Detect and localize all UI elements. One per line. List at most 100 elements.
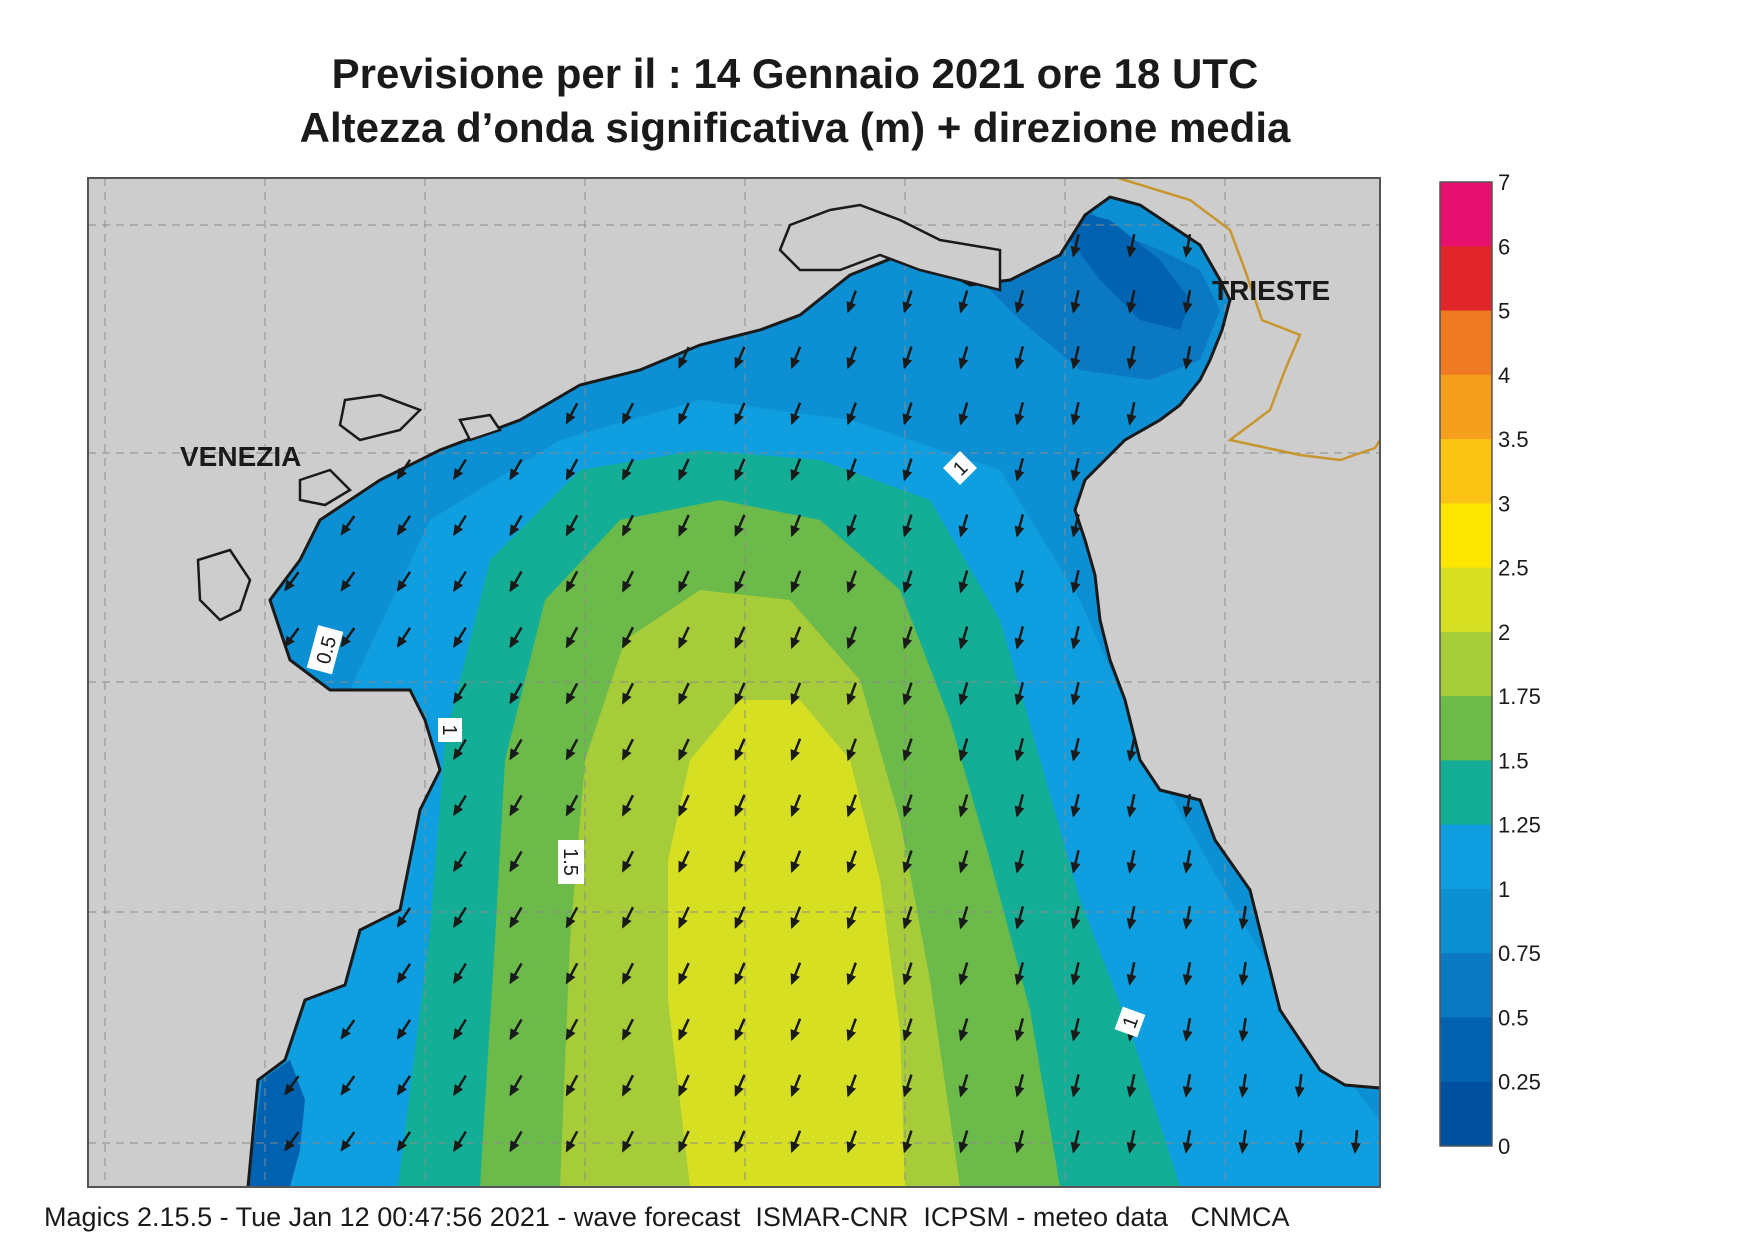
- direction-arrow: [790, 850, 802, 874]
- direction-arrow: [846, 962, 857, 986]
- direction-arrow: [1070, 626, 1081, 650]
- direction-arrow: [509, 1018, 523, 1041]
- colorbar-tick-label: 0.5: [1498, 1005, 1529, 1030]
- direction-arrow: [1014, 850, 1025, 874]
- direction-arrow: [453, 626, 467, 649]
- direction-arrow: [678, 962, 690, 985]
- direction-arrow: [846, 402, 857, 426]
- direction-arrow: [509, 850, 523, 873]
- direction-arrow: [1182, 961, 1193, 986]
- direction-arrow: [621, 962, 635, 985]
- footer-credits: Magics 2.15.5 - Tue Jan 12 00:47:56 2021…: [44, 1202, 1290, 1232]
- direction-arrow: [902, 850, 913, 874]
- direction-arrow: [958, 346, 969, 370]
- direction-arrow: [565, 1130, 579, 1153]
- direction-arrow: [565, 1074, 579, 1097]
- direction-arrow: [1014, 402, 1025, 426]
- direction-arrow: [1070, 1130, 1081, 1154]
- direction-arrow: [396, 627, 412, 648]
- direction-arrow: [902, 962, 913, 986]
- colorbar-tick-label: 1.75: [1498, 684, 1541, 709]
- direction-arrow: [1182, 1017, 1193, 1042]
- colorbar-swatch: [1440, 953, 1492, 1018]
- direction-arrow: [1238, 905, 1249, 930]
- direction-arrow: [509, 906, 523, 929]
- direction-arrow: [1014, 458, 1025, 482]
- direction-arrow: [340, 571, 356, 592]
- direction-arrow: [1126, 961, 1137, 986]
- direction-arrow: [902, 906, 913, 930]
- direction-arrow: [621, 626, 635, 649]
- direction-arrow: [790, 514, 802, 538]
- direction-arrow: [902, 346, 913, 370]
- direction-arrow: [1182, 905, 1193, 930]
- direction-arrow: [621, 794, 635, 817]
- colorbar-swatch: [1440, 503, 1492, 569]
- contour-label: 1: [438, 718, 462, 742]
- direction-arrow: [846, 1130, 857, 1154]
- direction-arrow: [1126, 849, 1137, 874]
- direction-arrow: [902, 1018, 913, 1042]
- colorbar-tick-label: 1: [1498, 877, 1510, 902]
- direction-arrow: [453, 1018, 467, 1041]
- direction-arrow: [1182, 1129, 1193, 1154]
- direction-arrow: [453, 458, 467, 481]
- direction-arrow: [958, 962, 969, 986]
- direction-arrow: [621, 906, 635, 929]
- direction-arrow: [734, 1130, 746, 1153]
- direction-arrow: [509, 570, 523, 593]
- direction-arrow: [1126, 289, 1137, 314]
- direction-arrow: [284, 627, 300, 648]
- direction-arrow: [678, 1018, 690, 1041]
- direction-arrow: [396, 1075, 412, 1096]
- direction-arrow: [1014, 290, 1025, 314]
- direction-arrow: [846, 850, 857, 874]
- direction-arrow: [565, 514, 579, 537]
- direction-arrow: [509, 1074, 523, 1097]
- direction-arrow: [846, 682, 857, 706]
- direction-arrow: [1070, 906, 1081, 930]
- direction-arrow: [678, 570, 690, 593]
- direction-arrow: [565, 962, 579, 985]
- direction-arrow: [902, 1130, 913, 1154]
- direction-arrow: [958, 682, 969, 706]
- colorbar-swatch: [1440, 696, 1492, 761]
- direction-arrow: [1014, 570, 1025, 594]
- colorbar-swatch: [1440, 1081, 1492, 1147]
- direction-arrow: [958, 514, 969, 538]
- direction-arrow: [902, 1074, 913, 1098]
- colorbar: 7 6 5 4 3.5 3 2.5 2 1.75 1.5 1.25 1 0.75 0.5 0.25 0: [1439, 170, 1541, 1159]
- direction-arrow: [734, 682, 746, 705]
- direction-arrow: [565, 570, 579, 593]
- direction-arrow: [396, 459, 412, 480]
- direction-arrow: [1070, 234, 1081, 258]
- direction-arrow: [790, 906, 802, 930]
- direction-arrow: [1126, 345, 1137, 370]
- direction-arrow: [1070, 1018, 1081, 1042]
- direction-arrow: [678, 626, 690, 649]
- colorbar-tick-label: 2.5: [1498, 556, 1529, 581]
- direction-arrow: [902, 738, 913, 762]
- colorbar-tick-label: 7: [1498, 170, 1510, 195]
- direction-arrow: [1182, 233, 1193, 258]
- direction-arrow: [1070, 682, 1081, 706]
- forecast-title: Previsione per il : 14 Gennaio 2021 ore …: [331, 50, 1259, 97]
- direction-arrow: [396, 571, 412, 592]
- direction-arrow: [734, 738, 746, 761]
- direction-arrow: [1070, 346, 1081, 370]
- direction-arrow: [453, 1074, 467, 1097]
- direction-arrow: [621, 1018, 635, 1041]
- colorbar-tick-label: 3.5: [1498, 427, 1529, 452]
- colorbar-swatch: [1440, 824, 1492, 890]
- direction-arrow: [340, 627, 356, 648]
- direction-arrow: [678, 738, 690, 761]
- direction-arrow: [734, 626, 746, 649]
- direction-arrow: [734, 346, 746, 369]
- direction-arrow: [790, 570, 802, 594]
- direction-arrow: [509, 1130, 523, 1153]
- direction-arrow: [396, 963, 412, 984]
- direction-arrow: [734, 458, 746, 481]
- direction-arrow: [958, 1130, 969, 1154]
- direction-arrow: [790, 458, 802, 482]
- direction-arrow: [678, 682, 690, 705]
